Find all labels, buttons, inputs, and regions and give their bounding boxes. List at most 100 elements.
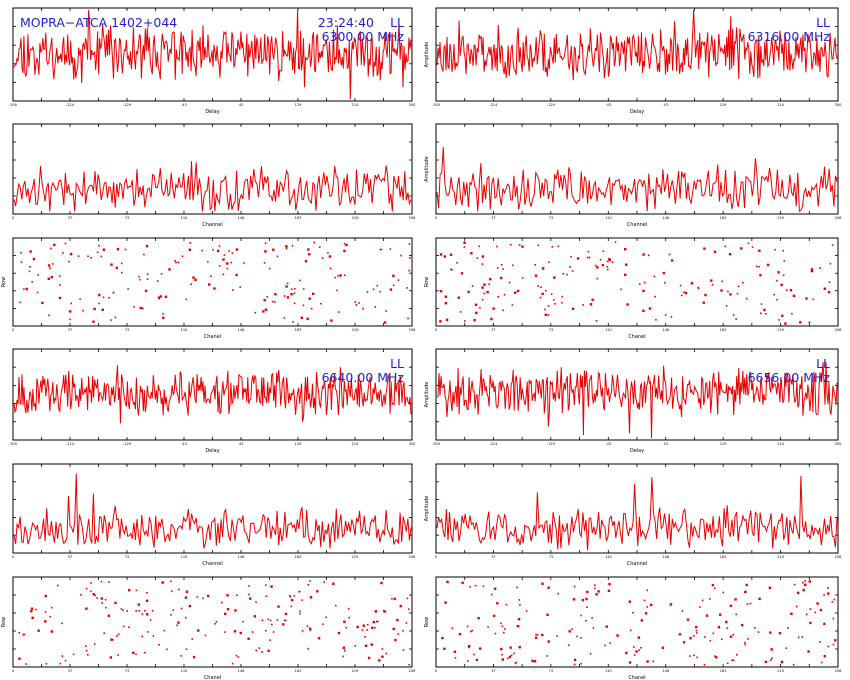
x-tick-label: 183: [295, 669, 302, 673]
data-point: [580, 637, 582, 639]
data-point: [142, 307, 144, 310]
data-point: [235, 273, 238, 277]
y-axis-label: Row: [1, 277, 7, 287]
data-point: [175, 261, 177, 264]
x-tick-label: 146: [238, 216, 245, 220]
data-point: [832, 617, 835, 620]
data-point: [321, 257, 324, 259]
data-point: [164, 295, 168, 298]
data-point: [632, 612, 634, 614]
data-point: [96, 251, 99, 254]
panel-1: -300 -214 -129 -43 43 129 214 300 Delay 6300.00 M…: [9, 7, 415, 115]
data-point: [586, 606, 588, 608]
data-point: [313, 241, 315, 244]
data-point: [362, 307, 364, 310]
data-point: [102, 296, 105, 299]
data-point: [222, 273, 225, 276]
data-point: [32, 257, 36, 261]
x-tick-label: 43: [239, 442, 243, 446]
data-point: [145, 599, 149, 602]
data-point: [744, 642, 746, 644]
data-point: [833, 598, 836, 601]
data-point: [774, 248, 776, 251]
data-point: [301, 599, 303, 601]
data-point: [222, 258, 225, 261]
data-point: [571, 270, 574, 272]
data-point: [785, 647, 788, 649]
data-point: [52, 263, 54, 265]
data-point: [262, 310, 265, 313]
data-point: [214, 623, 216, 625]
data-point: [45, 663, 48, 665]
data-point: [322, 623, 324, 625]
x-tick-label: -129: [547, 103, 555, 107]
data-point: [628, 600, 631, 603]
data-point: [537, 285, 539, 287]
data-point: [483, 292, 486, 295]
data-point: [276, 255, 279, 258]
data-point: [550, 293, 553, 295]
data-point: [338, 311, 340, 313]
data-point: [508, 655, 512, 659]
x-tick-label: 146: [662, 555, 669, 559]
x-tick-label: -300: [9, 442, 17, 446]
data-point: [77, 255, 80, 257]
data-point: [23, 633, 26, 636]
data-point: [309, 580, 311, 582]
data-point: [141, 635, 143, 638]
data-point: [180, 655, 183, 657]
data-point: [408, 243, 411, 245]
x-tick-label: 219: [777, 328, 784, 332]
data-point: [115, 635, 118, 637]
data-point: [819, 608, 823, 612]
x-axis-label: Delay: [630, 448, 644, 454]
data-point: [301, 630, 304, 632]
data-point: [782, 274, 785, 277]
data-point: [585, 619, 587, 622]
data-point: [121, 271, 123, 274]
data-point: [145, 244, 149, 248]
data-point: [540, 286, 542, 289]
data-point: [642, 253, 645, 256]
data-point: [374, 610, 377, 613]
data-point: [272, 631, 275, 633]
data-point: [445, 318, 449, 321]
x-tick-label: 110: [181, 669, 188, 673]
data-point: [516, 586, 518, 589]
x-tick-label: 183: [720, 555, 727, 559]
data-point: [334, 276, 336, 279]
data-point: [265, 595, 268, 597]
data-point: [135, 653, 137, 656]
x-tick-label: 300: [409, 442, 416, 446]
data-point: [796, 591, 800, 595]
data-point: [312, 292, 315, 295]
data-point: [264, 242, 267, 245]
data-point: [230, 261, 233, 264]
x-axis-label: Channel: [202, 561, 223, 567]
data-point: [534, 636, 538, 639]
x-tick-label: -43: [605, 442, 611, 446]
x-axis-label: Chanel: [628, 334, 645, 340]
data-point: [137, 603, 140, 606]
data-point: [637, 636, 641, 639]
data-point: [361, 629, 364, 631]
data-point: [828, 281, 831, 283]
data-point: [405, 622, 408, 624]
data-point: [85, 587, 88, 590]
data-point: [239, 631, 242, 635]
data-point: [732, 633, 735, 636]
data-point: [467, 660, 469, 662]
data-point: [85, 645, 87, 647]
data-point: [690, 282, 693, 285]
data-point: [709, 598, 711, 600]
data-point: [146, 278, 149, 280]
panel-frame: [435, 123, 839, 215]
data-point: [638, 283, 641, 285]
x-tick-label: 0: [12, 328, 14, 332]
data-point: [391, 597, 393, 600]
data-point: [270, 585, 273, 588]
data-point: [596, 266, 599, 269]
data-point: [823, 287, 826, 290]
data-point: [47, 277, 50, 280]
data-point: [786, 289, 788, 291]
